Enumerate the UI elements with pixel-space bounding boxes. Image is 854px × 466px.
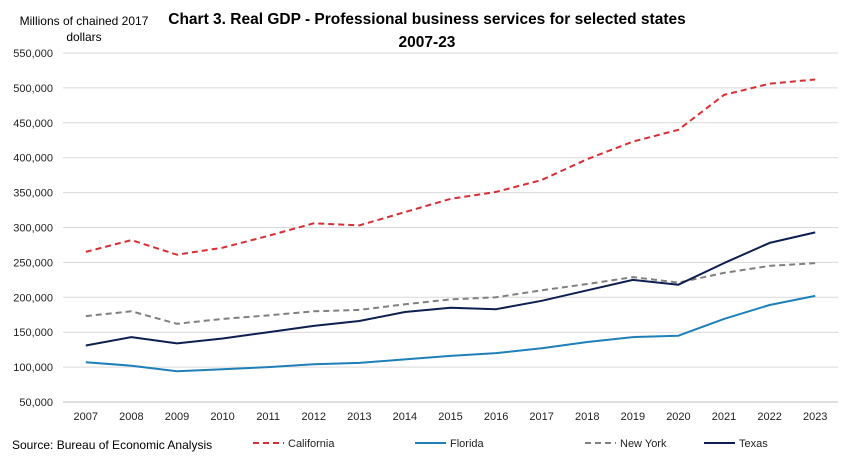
y-tick-label: 550,000 <box>13 48 53 60</box>
series-line-florida <box>85 294 816 373</box>
y-tick-label: 150,000 <box>13 327 53 339</box>
chart-title: Chart 3. Real GDP - Professional busines… <box>0 8 854 54</box>
y-tick-label: 300,000 <box>13 223 53 235</box>
legend-label-new-york: New York <box>620 438 667 450</box>
source-note: Source: Bureau of Economic Analysis <box>12 438 213 452</box>
x-tick-label: 2010 <box>210 411 234 423</box>
x-tick-label: 2018 <box>575 411 599 423</box>
x-tick-label: 2014 <box>393 411 417 423</box>
x-tick-label: 2023 <box>803 411 827 423</box>
series-line-texas <box>85 231 816 347</box>
y-tick-label: 400,000 <box>13 153 53 165</box>
x-tick-label: 2019 <box>621 411 645 423</box>
legend-label-california: California <box>288 438 335 450</box>
y-axis-label-line2: dollars <box>66 30 102 44</box>
x-tick-label: 2008 <box>119 411 143 423</box>
y-tick-label: 250,000 <box>13 257 53 269</box>
x-tick-label: 2017 <box>529 411 553 423</box>
series-line-california <box>85 78 816 256</box>
chart-title-line2: 2007-23 <box>398 34 456 51</box>
x-tick-label: 2009 <box>165 411 189 423</box>
y-tick-label: 200,000 <box>13 292 53 304</box>
y-axis-label-line1: Millions of chained 2017 <box>19 14 149 28</box>
chart-title-line1: Chart 3. Real GDP - Professional busines… <box>168 11 686 28</box>
x-tick-label: 2022 <box>757 411 781 423</box>
y-tick-label: 100,000 <box>13 362 53 374</box>
y-tick-label: 450,000 <box>13 118 53 130</box>
y-axis-label: Millions of chained 2017 dollars <box>14 13 154 45</box>
x-tick-label: 2016 <box>484 411 508 423</box>
legend-label-florida: Florida <box>450 438 485 450</box>
x-tick-label: 2013 <box>347 411 371 423</box>
x-tick-label: 2007 <box>74 411 98 423</box>
legend-label-texas: Texas <box>739 438 768 450</box>
x-tick-label: 2015 <box>438 411 462 423</box>
x-tick-label: 2021 <box>712 411 736 423</box>
y-tick-label: 350,000 <box>13 188 53 200</box>
x-tick-label: 2012 <box>301 411 325 423</box>
x-tick-label: 2011 <box>256 411 280 423</box>
y-tick-label: 50,000 <box>19 397 53 409</box>
y-tick-label: 500,000 <box>13 83 53 95</box>
x-tick-label: 2020 <box>666 411 690 423</box>
series-line-new-york <box>85 262 816 325</box>
